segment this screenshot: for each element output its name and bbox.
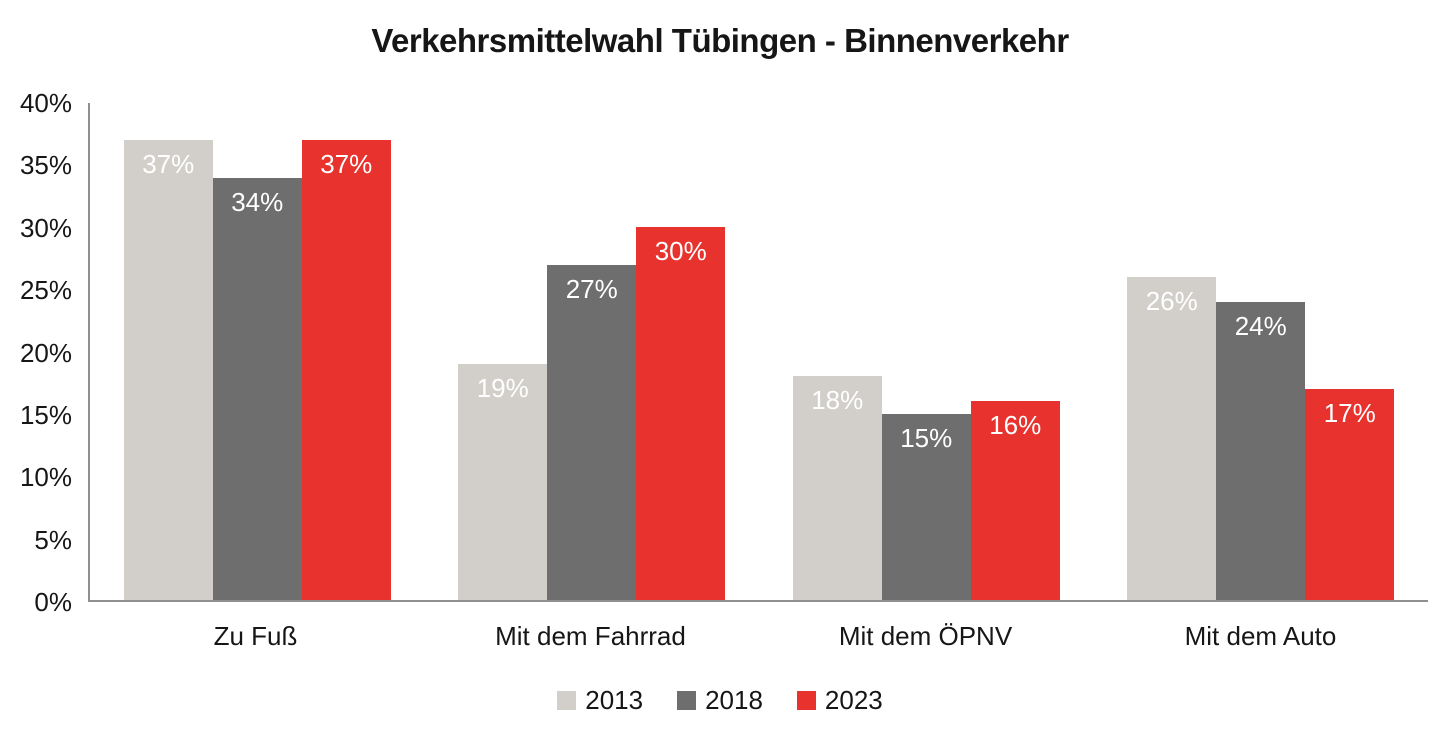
category-label: Mit dem ÖPNV [838, 621, 1013, 651]
legend-label: 2018 [705, 685, 763, 715]
bar-2018-1: 27% [547, 264, 637, 600]
bar-value-label: 17% [1323, 397, 1376, 428]
bar-value-label: 15% [900, 422, 953, 453]
category-label: Zu Fuß [213, 621, 298, 651]
bar-value-label: 19% [476, 372, 529, 403]
y-tick-label: 10% [19, 462, 72, 493]
bar-2013-0: 37% [123, 140, 213, 600]
y-tick-label: 20% [19, 337, 72, 368]
category-group: 18% 15% 16% [759, 103, 1094, 600]
bar-value-label: 18% [811, 385, 864, 416]
plot-area: 37% 34% 37% 19% 27% 30% 18% 15% 16% 26% 24% 17% [88, 103, 1428, 602]
legend-swatch-icon [796, 690, 816, 710]
y-tick-label: 5% [34, 524, 72, 555]
bar-value-label: 37% [142, 149, 195, 180]
legend: 2013 2018 2023 [0, 687, 1440, 713]
y-tick-label: 30% [19, 212, 72, 243]
y-tick-label: 0% [34, 587, 72, 617]
y-axis-tick-labels: 0% 5% 10% 15% 20% 25% 30% 35% 40% [0, 90, 72, 615]
bar-2023-0: 37% [301, 140, 391, 600]
legend-item-2023: 2023 [796, 685, 883, 715]
legend-swatch-icon [557, 690, 577, 710]
legend-label: 2013 [585, 685, 644, 715]
bar-value-label: 24% [1234, 310, 1287, 341]
x-axis-category-labels: Zu Fuß Mit dem Fahrrad Mit dem ÖPNV Mit dem… [88, 622, 1428, 651]
category-label: Mit dem Auto [1184, 621, 1337, 651]
bar-2023-3: 17% [1305, 388, 1395, 600]
category-group: 37% 34% 37% [90, 103, 425, 600]
category-group: 26% 24% 17% [1094, 103, 1429, 600]
y-tick-label: 25% [19, 275, 72, 306]
bar-value-label: 26% [1145, 285, 1198, 316]
category-group: 19% 27% 30% [425, 103, 760, 600]
legend-item-2013: 2013 [557, 687, 643, 713]
y-tick-label: 15% [19, 399, 72, 430]
bar-value-label: 37% [320, 149, 373, 180]
y-tick-label: 40% [19, 88, 72, 118]
bar-2018-0: 34% [212, 177, 302, 600]
bar-value-label: 30% [654, 236, 707, 267]
bar-2023-2: 16% [970, 401, 1060, 600]
bar-value-label: 16% [989, 410, 1042, 441]
bar-2013-2: 18% [792, 376, 882, 600]
bar-2018-2: 15% [881, 413, 971, 600]
bar-2018-3: 24% [1216, 301, 1306, 600]
chart-title: Verkehrsmittelwahl Tübingen - Binnenverk… [371, 22, 1069, 59]
bar-2013-3: 26% [1127, 276, 1217, 600]
bar-value-label: 27% [565, 273, 618, 304]
legend-label: 2023 [824, 685, 883, 715]
y-tick-label: 35% [19, 150, 72, 181]
legend-swatch-icon [677, 690, 697, 710]
category-label: Mit dem Fahrrad [495, 621, 686, 651]
bar-2023-1: 30% [636, 227, 726, 600]
bar-2013-1: 19% [458, 363, 548, 600]
bar-value-label: 34% [231, 186, 284, 217]
legend-item-2018: 2018 [677, 687, 763, 713]
